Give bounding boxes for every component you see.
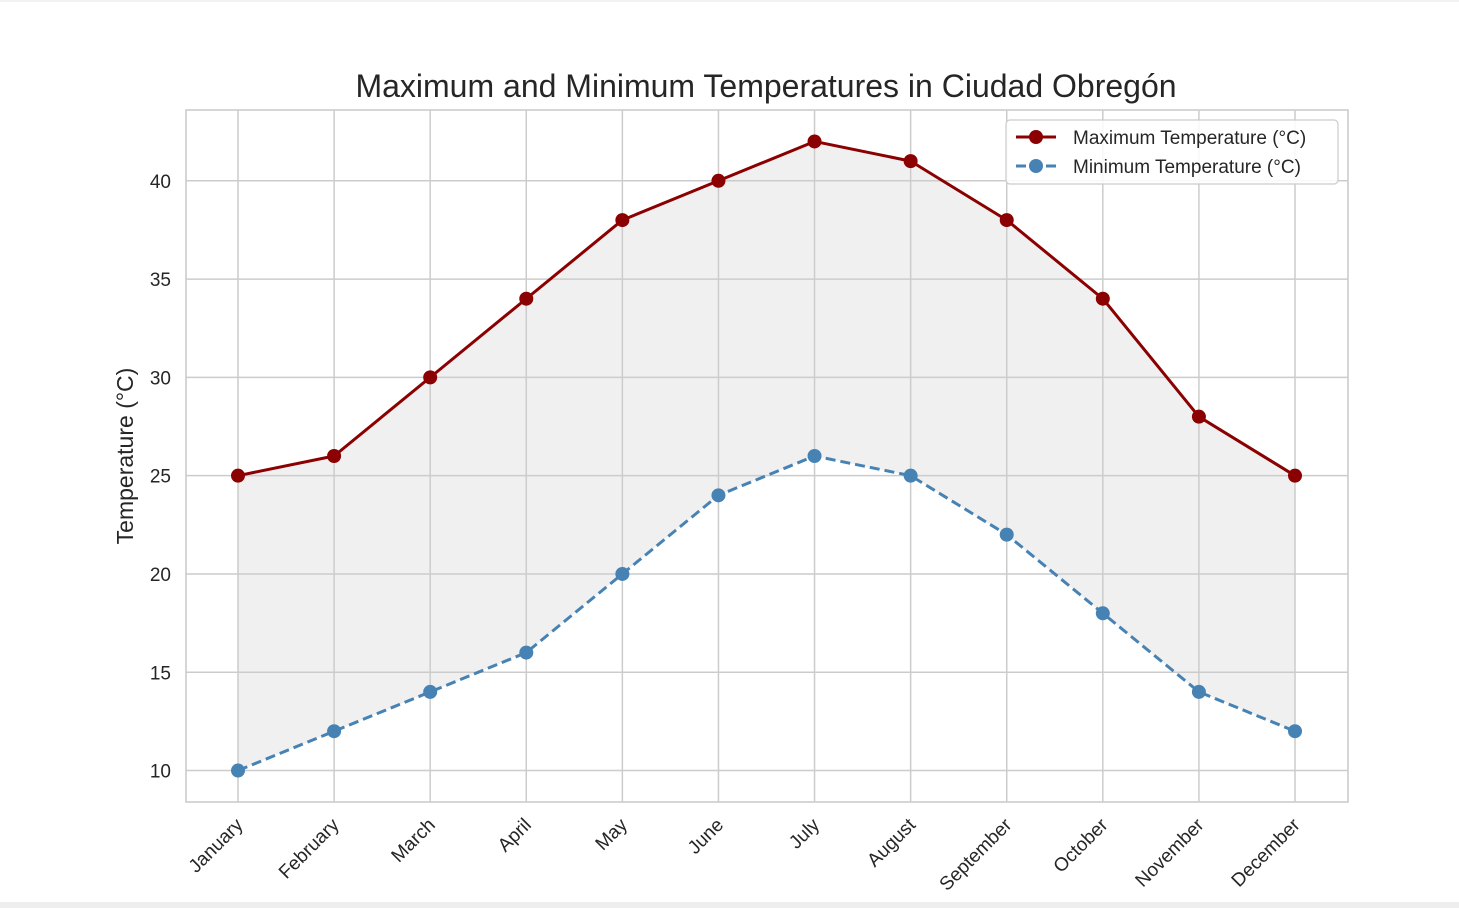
x-tick-label: December	[1228, 814, 1305, 891]
min-temperature-point	[903, 468, 918, 483]
x-tick-label: April	[494, 815, 536, 857]
y-axis-label: Temperature (°C)	[112, 368, 138, 545]
min-temperature-point	[423, 684, 438, 699]
x-tick-label: September	[936, 814, 1017, 895]
min-temperature-point	[327, 724, 342, 739]
legend-box	[1005, 119, 1339, 185]
max-temperature-point	[903, 154, 918, 169]
x-tick-label: October	[1050, 814, 1113, 877]
max-temperature-point	[423, 370, 438, 385]
x-tick-label: May	[592, 814, 633, 855]
chart-title: Maximum and Minimum Temperatures in Ciud…	[355, 68, 1176, 104]
x-tick-label: January	[185, 814, 248, 877]
x-tick-label: March	[388, 815, 440, 867]
min-temperature-point	[711, 488, 726, 503]
legend-label-min: Minimum Temperature (°C)	[1073, 157, 1301, 178]
x-tick-label: June	[684, 815, 728, 859]
min-temperature-point	[519, 645, 534, 660]
max-temperature-point	[1288, 468, 1302, 483]
range-fill-area	[238, 141, 1295, 771]
min-temperature-point	[1288, 724, 1302, 739]
x-tick-label: August	[863, 814, 920, 871]
plot-area: 10 15 20 25 30 35 40 January February March April M…	[150, 109, 1349, 895]
y-tick-label: 20	[150, 565, 171, 586]
min-temperature-point	[615, 566, 630, 581]
y-tick-label: 10	[150, 762, 171, 783]
min-temperature-point	[999, 527, 1014, 542]
y-tick-label: 35	[150, 270, 171, 291]
max-temperature-point	[1095, 291, 1110, 306]
max-temperature-point	[1191, 409, 1206, 424]
max-temperature-point	[519, 291, 534, 306]
max-temperature-line	[237, 139, 1296, 478]
min-temperature-point	[231, 763, 245, 778]
x-tick-label: July	[785, 814, 824, 853]
y-tick-label: 25	[150, 467, 171, 488]
y-tick-label: 30	[150, 368, 171, 389]
max-temperature-point	[711, 173, 726, 188]
legend-label-max: Maximum Temperature (°C)	[1073, 128, 1306, 149]
top-edge	[0, 0, 1459, 2]
min-temperature-point	[807, 449, 822, 463]
legend-max-marker-icon	[1029, 130, 1043, 144]
max-temperature-point	[999, 213, 1014, 228]
x-tick-label: February	[275, 814, 344, 883]
bottom-edge	[0, 902, 1459, 908]
max-temperature-point	[615, 213, 630, 228]
y-tick-label: 40	[150, 172, 171, 193]
plot-frame	[185, 109, 1349, 803]
max-temperature-point	[231, 468, 245, 483]
x-tick-label: November	[1132, 814, 1209, 891]
min-temperature-point	[1191, 684, 1206, 699]
max-temperature-point	[327, 449, 342, 463]
legend-min-marker-icon	[1029, 159, 1043, 173]
min-temperature-point	[1095, 606, 1110, 621]
legend: Maximum Temperature (°C) Minimum Temperat…	[1005, 119, 1339, 185]
max-temperature-point	[807, 134, 822, 149]
y-tick-label: 15	[150, 663, 171, 684]
